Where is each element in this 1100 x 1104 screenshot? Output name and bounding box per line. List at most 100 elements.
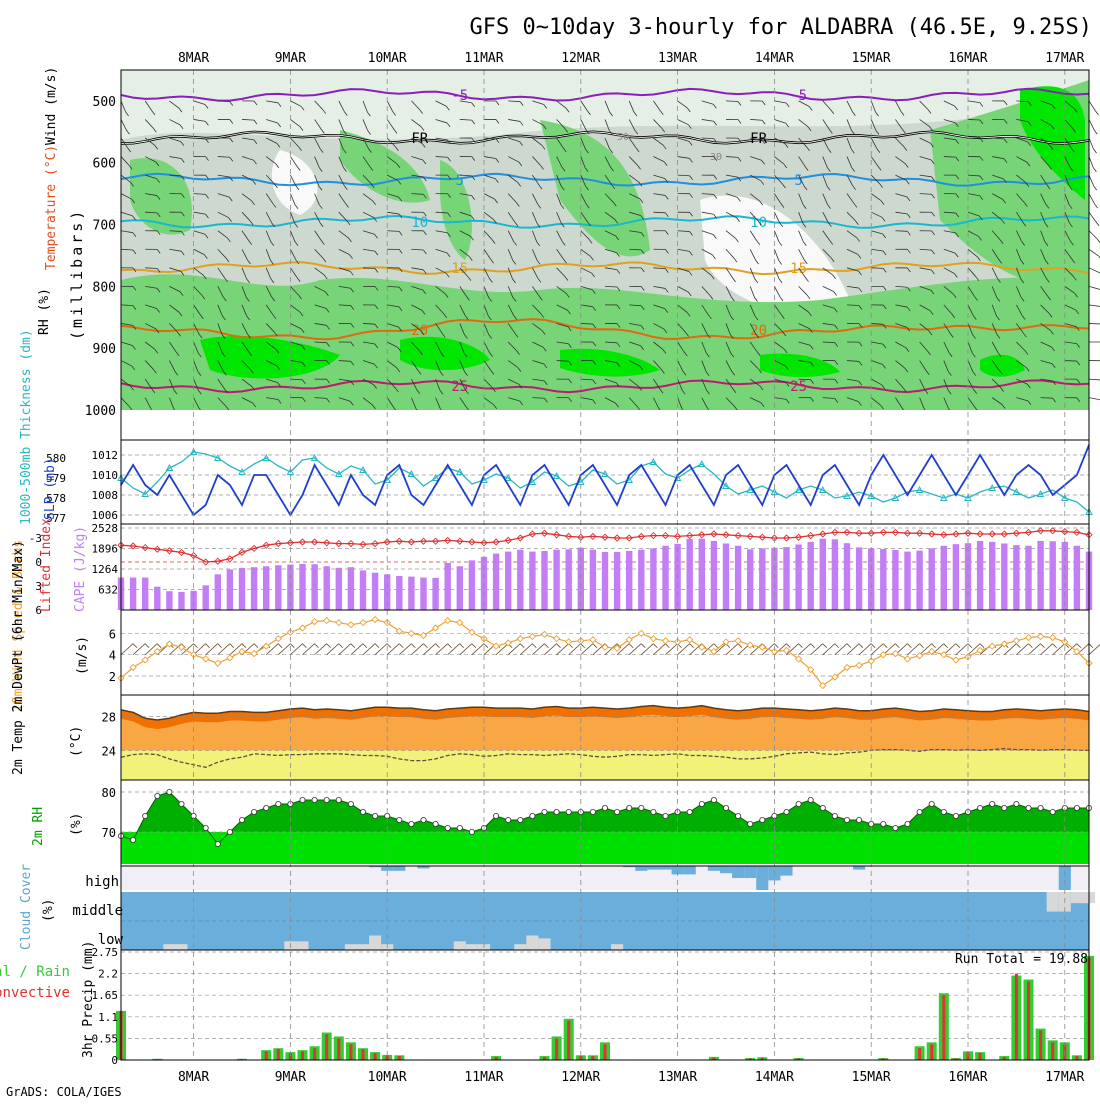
cape-bar	[638, 550, 644, 610]
wind-barb-flag	[859, 644, 863, 648]
wind-barb-flag	[1094, 186, 1097, 190]
rh-point	[566, 809, 571, 814]
cape-bar	[227, 569, 233, 610]
cape-bar	[856, 547, 862, 610]
rh-point	[179, 801, 184, 806]
cloud-low-gap	[357, 944, 369, 950]
upper-blank-strip	[121, 410, 1089, 440]
rh-tick: 70	[102, 826, 116, 840]
rh-point	[639, 805, 644, 810]
cape-bar	[130, 578, 136, 610]
rh-point	[953, 813, 958, 818]
wind-speed-point	[1038, 634, 1044, 640]
precip-conv-bar	[301, 1051, 304, 1060]
bottom-day-label: 9MAR	[275, 1070, 306, 1085]
wind-barb-flag	[339, 644, 343, 648]
wind-barb-flag	[375, 644, 379, 648]
precip-conv-bar	[1051, 1042, 1054, 1060]
wind-barb-flag	[665, 644, 669, 648]
precip-conv-bar	[555, 1038, 558, 1060]
cloud-high-bar	[756, 866, 768, 890]
precip-conv-bar	[1075, 1056, 1078, 1060]
cloud-high-bar	[393, 866, 405, 871]
wind-barb-flag	[290, 644, 294, 648]
rh-point	[397, 817, 402, 822]
rh-point	[978, 805, 983, 810]
bottom-day-label: 16MAR	[948, 1070, 987, 1085]
precip-ylabel-conv: Convective	[0, 985, 70, 1001]
rh-point	[348, 801, 353, 806]
wind-barb-flag	[1096, 111, 1099, 115]
wind-speed-point	[1013, 638, 1019, 644]
precip-conv-bar	[604, 1044, 607, 1060]
wind-barb	[1089, 286, 1100, 289]
cape-bar	[553, 550, 559, 610]
cape-tick: 1896	[92, 543, 119, 556]
wind-speed-point	[663, 638, 669, 644]
rh-point	[360, 809, 365, 814]
wind-barb-flag	[786, 644, 790, 648]
rh-contour-label: 30	[710, 152, 722, 163]
wind-barb-flag	[399, 644, 403, 648]
precip-tick: 1.1	[98, 1011, 118, 1024]
wind-speed-point	[1026, 635, 1032, 641]
rh-point	[663, 813, 668, 818]
cape-bar	[783, 547, 789, 610]
cape-bar	[251, 567, 257, 610]
pressure-tick: 600	[93, 157, 116, 172]
slp-thickness-panel	[118, 445, 1092, 515]
cape-bar	[953, 544, 959, 610]
top-day-label: 8MAR	[178, 51, 209, 66]
rh-point	[506, 817, 511, 822]
rh-point	[917, 809, 922, 814]
rh-point	[409, 821, 414, 826]
wind-barb-flag	[1094, 149, 1097, 153]
rh-point	[203, 825, 208, 830]
wind-barb-flag	[1028, 644, 1032, 648]
rh-point	[881, 821, 886, 826]
wind-barb-flag	[629, 644, 633, 648]
cape-bar	[396, 576, 402, 610]
rh-point	[324, 797, 329, 802]
dewpoint-band	[121, 750, 1089, 780]
temp-ylabel-units: (°C)	[69, 726, 84, 757]
precip-ylabel-axis: 3hr Precip (mm)	[81, 941, 96, 1058]
wind-speed-point	[542, 631, 548, 637]
wind-barb-flag	[1016, 644, 1020, 648]
cloud-high-bar	[659, 866, 671, 870]
cape-tick: 2528	[92, 522, 119, 535]
wind-barb-flag	[532, 644, 536, 648]
rh-point	[167, 789, 172, 794]
wind-barb	[1089, 194, 1095, 205]
cloud-high-bar	[635, 866, 647, 871]
wind-barb-flag	[472, 644, 476, 648]
rh-point	[1050, 809, 1055, 814]
wind-ylabel-units: (m/s)	[75, 636, 90, 675]
cape-bar	[844, 543, 850, 610]
wind-barb-flag	[738, 644, 742, 648]
cloud-high-bar	[732, 866, 744, 878]
wind-barb-flag	[811, 644, 815, 648]
bottom-day-label: 12MAR	[561, 1070, 600, 1085]
temp-tick: 24	[102, 744, 116, 758]
cloud-ylabel-units: (%)	[41, 899, 56, 922]
wind-barb	[1089, 323, 1100, 324]
cape-bar	[880, 549, 886, 610]
wind-speed-point	[917, 653, 923, 659]
top-day-label: 9MAR	[275, 51, 306, 66]
top-day-label: 16MAR	[948, 51, 987, 66]
rh-point	[941, 809, 946, 814]
cape-bar	[142, 578, 148, 610]
rh-point	[373, 813, 378, 818]
wind-barb-flag	[520, 644, 524, 648]
cape-bar	[311, 564, 317, 610]
rh-point	[869, 821, 874, 826]
rh-point	[421, 817, 426, 822]
rh-point	[143, 813, 148, 818]
rh-point	[820, 805, 825, 810]
top-day-label: 15MAR	[852, 51, 891, 66]
isotherm-label: 25	[451, 379, 468, 395]
cape-bar	[566, 549, 572, 610]
wind-barb	[1089, 212, 1096, 222]
